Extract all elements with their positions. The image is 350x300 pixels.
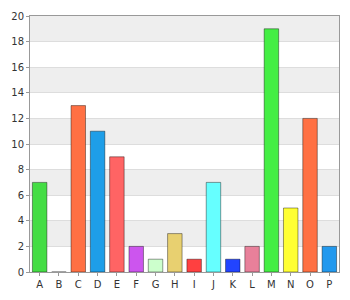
svg-text:A: A bbox=[36, 279, 43, 290]
svg-text:E: E bbox=[114, 279, 120, 290]
svg-text:F: F bbox=[133, 279, 139, 290]
svg-text:10: 10 bbox=[11, 139, 24, 150]
svg-text:0: 0 bbox=[18, 267, 24, 278]
svg-text:K: K bbox=[229, 279, 236, 290]
svg-text:20: 20 bbox=[11, 11, 24, 22]
svg-text:M: M bbox=[267, 279, 276, 290]
svg-text:L: L bbox=[249, 279, 255, 290]
svg-text:O: O bbox=[306, 279, 314, 290]
svg-text:P: P bbox=[326, 279, 332, 290]
svg-text:J: J bbox=[211, 279, 215, 290]
svg-text:C: C bbox=[75, 279, 82, 290]
svg-text:N: N bbox=[287, 279, 294, 290]
svg-text:12: 12 bbox=[11, 113, 24, 124]
svg-text:18: 18 bbox=[11, 36, 24, 47]
svg-text:16: 16 bbox=[11, 62, 24, 73]
svg-text:4: 4 bbox=[18, 215, 24, 226]
svg-text:H: H bbox=[171, 279, 179, 290]
svg-text:2: 2 bbox=[18, 241, 24, 252]
svg-text:14: 14 bbox=[11, 87, 24, 98]
svg-text:I: I bbox=[193, 279, 196, 290]
svg-text:D: D bbox=[94, 279, 102, 290]
svg-text:G: G bbox=[152, 279, 160, 290]
svg-text:B: B bbox=[56, 279, 63, 290]
svg-text:8: 8 bbox=[18, 164, 24, 175]
svg-text:6: 6 bbox=[18, 190, 24, 201]
